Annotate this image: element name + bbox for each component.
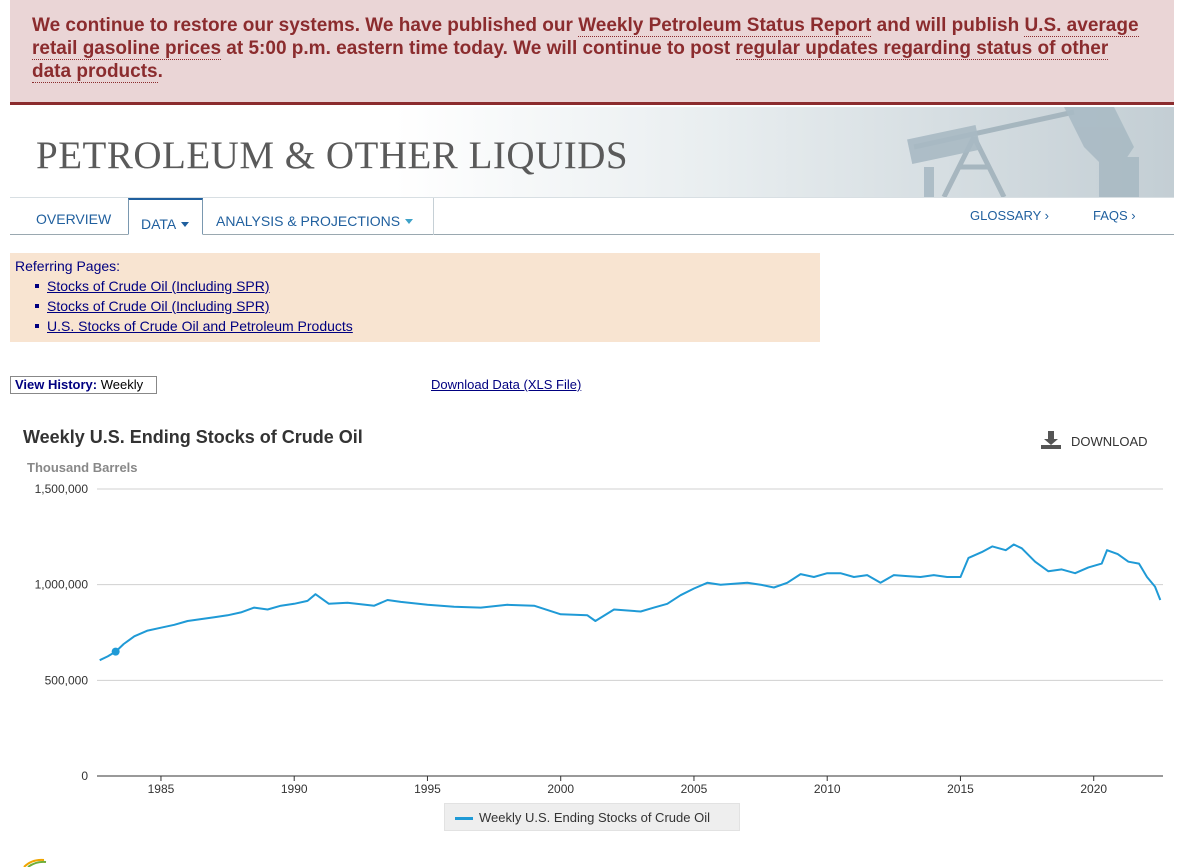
view-history-value: Weekly xyxy=(100,377,144,392)
nav-data-label: DATA xyxy=(141,216,177,232)
legend-series-label: Weekly U.S. Ending Stocks of Crude Oil xyxy=(479,810,710,825)
x-tick-label: 1995 xyxy=(414,782,441,796)
download-icon xyxy=(1041,431,1061,449)
chart-plot: 0 500,000 1,000,000 1,500,000 1985 1990 1995 20… xyxy=(35,482,1163,796)
y-tick-label: 500,000 xyxy=(45,673,89,687)
referring-link-stocks-crude-spr-2[interactable]: Stocks of Crude Oil (Including SPR) xyxy=(47,298,270,314)
referring-pages-box: Referring Pages: Stocks of Crude Oil (In… xyxy=(10,253,820,342)
referring-link-stocks-crude-spr[interactable]: Stocks of Crude Oil (Including SPR) xyxy=(47,278,270,294)
main-nav: OVERVIEW DATA ANALYSIS & PROJECTIONS GLO… xyxy=(10,197,1174,235)
x-tick-label: 1990 xyxy=(281,782,308,796)
view-history-label: View History: xyxy=(15,377,98,392)
list-item: Stocks of Crude Oil (Including SPR) xyxy=(15,276,815,296)
alert-text-2: and will publish xyxy=(871,15,1025,36)
legend-line-swatch xyxy=(455,817,473,820)
chart-download-button[interactable]: DOWNLOAD xyxy=(1041,431,1148,449)
nav-data-tab[interactable]: DATA xyxy=(128,198,203,235)
nav-analysis-projections[interactable]: ANALYSIS & PROJECTIONS xyxy=(204,198,434,235)
nav-analysis-label: ANALYSIS & PROJECTIONS xyxy=(216,213,401,229)
y-axis-label: Thousand Barrels xyxy=(27,460,138,475)
pumpjack-icon xyxy=(907,107,1139,197)
nav-glossary[interactable]: GLOSSARY › xyxy=(970,208,1049,223)
referring-pages-label: Referring Pages: xyxy=(15,258,121,274)
y-tick-label: 1,000,000 xyxy=(35,578,89,592)
alert-text-4: . xyxy=(157,61,163,82)
page-header: PETROLEUM & OTHER LIQUIDS xyxy=(10,107,1174,197)
chart-title: Weekly U.S. Ending Stocks of Crude Oil xyxy=(23,427,363,447)
alert-text-1: We continue to restore our systems. We h… xyxy=(32,15,579,36)
caret-down-icon xyxy=(405,219,414,224)
download-label: DOWNLOAD xyxy=(1071,434,1148,449)
page-title: PETROLEUM & OTHER LIQUIDS xyxy=(36,134,629,177)
chart-legend[interactable]: Weekly U.S. Ending Stocks of Crude Oil xyxy=(444,803,740,831)
referring-link-us-stocks[interactable]: U.S. Stocks of Crude Oil and Petroleum P… xyxy=(47,318,353,334)
nav-faqs[interactable]: FAQS › xyxy=(1093,208,1136,223)
x-tick-label: 2020 xyxy=(1080,782,1107,796)
x-tick-label: 2005 xyxy=(681,782,708,796)
weekly-petroleum-status-report-link[interactable]: Weekly Petroleum Status Report xyxy=(578,15,872,37)
nav-overview[interactable]: OVERVIEW xyxy=(36,211,112,227)
status-updates-link[interactable]: regular updates regarding status of othe… xyxy=(32,38,1109,83)
x-tick-label: 2015 xyxy=(947,782,974,796)
list-item: U.S. Stocks of Crude Oil and Petroleum P… xyxy=(15,316,815,336)
gasoline-prices-link[interactable]: U.S. average retail gasoline prices xyxy=(32,15,1139,60)
referring-pages-list: Stocks of Crude Oil (Including SPR) Stoc… xyxy=(15,276,815,336)
download-data-link[interactable]: Download Data (XLS File) xyxy=(431,377,582,392)
x-tick-label: 1985 xyxy=(148,782,175,796)
view-history-select[interactable]: View History: Weekly xyxy=(10,376,157,394)
series-line[interactable] xyxy=(99,543,1162,662)
x-tick-label: 2010 xyxy=(814,782,841,796)
alert-banner: We continue to restore our systems. We h… xyxy=(10,0,1174,105)
list-item: Stocks of Crude Oil (Including SPR) xyxy=(15,296,815,316)
x-tick-label: 2000 xyxy=(547,782,574,796)
eia-logo-icon xyxy=(23,858,47,867)
data-point-marker[interactable] xyxy=(111,647,120,656)
y-tick-label: 1,500,000 xyxy=(35,482,89,496)
y-tick-label: 0 xyxy=(81,769,88,783)
caret-down-icon xyxy=(181,222,190,227)
alert-text-3: at 5:00 p.m. eastern time today. We will… xyxy=(221,38,736,59)
